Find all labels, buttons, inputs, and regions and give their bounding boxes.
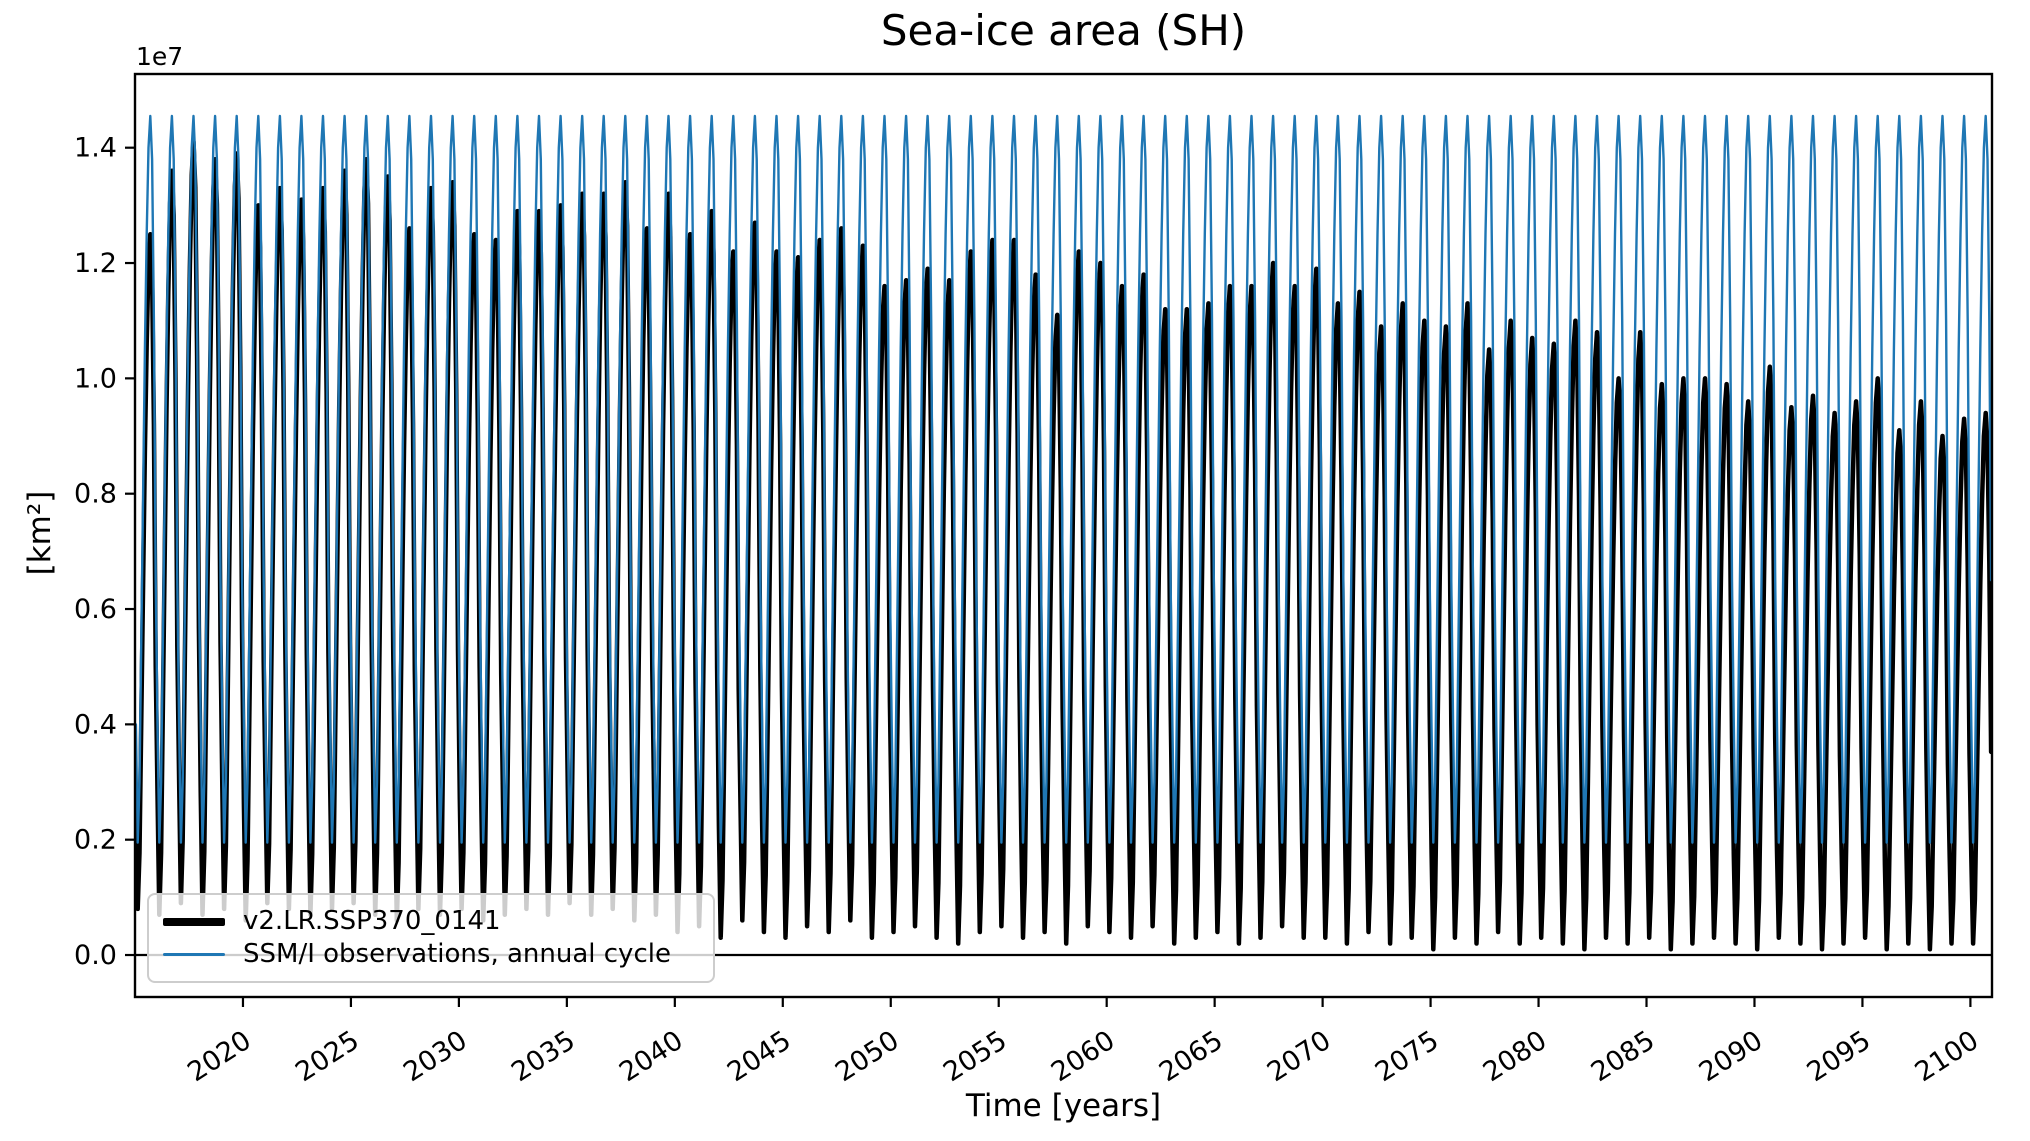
x-tick-label: 2045 [722, 1025, 797, 1088]
legend-entry-observations: SSM/I observations, annual cycle [163, 940, 699, 969]
legend-entry-model: v2.LR.SSP370_0141 [163, 907, 699, 936]
x-tick-label: 2085 [1586, 1025, 1661, 1088]
y-tick-label: 0.8 [74, 479, 117, 510]
x-tick-label: 2090 [1694, 1025, 1769, 1088]
y-axis-offset-text: 1e7 [136, 42, 184, 71]
x-tick-label: 2070 [1262, 1025, 1337, 1088]
x-axis-label: Time [years] [965, 1088, 1162, 1124]
obs-line-sample [163, 953, 225, 956]
y-tick-label: 1.2 [74, 248, 117, 279]
legend-label-model: v2.LR.SSP370_0141 [243, 906, 501, 937]
x-tick-label: 2055 [938, 1025, 1013, 1088]
chart-title: Sea-ice area (SH) [880, 6, 1247, 55]
y-tick-label: 1.0 [74, 363, 117, 394]
legend-label-observations: SSM/I observations, annual cycle [243, 939, 671, 970]
axes-border [133, 72, 1994, 999]
x-tick-label: 2060 [1046, 1025, 1121, 1088]
model-line-sample [163, 917, 225, 926]
x-tick-label: 2020 [182, 1025, 257, 1088]
y-tick-label: 0.2 [74, 825, 117, 856]
x-tick-label: 2035 [506, 1025, 581, 1088]
legend: v2.LR.SSP370_0141 SSM/I observations, an… [147, 893, 715, 983]
x-tick-label: 2065 [1154, 1025, 1229, 1088]
x-tick-label: 2040 [614, 1025, 689, 1088]
x-tick-label: 2095 [1802, 1025, 1877, 1088]
x-tick-label: 2030 [398, 1025, 473, 1088]
x-tick-label: 2100 [1910, 1025, 1985, 1088]
y-tick-label: 0.4 [74, 709, 117, 740]
x-tick-label: 2050 [830, 1025, 905, 1088]
y-tick-label: 1.4 [74, 133, 117, 164]
y-axis-label: [km²] [22, 490, 58, 576]
obs-series-line [135, 114, 1992, 844]
x-tick-label: 2075 [1370, 1025, 1445, 1088]
x-tick-label: 2080 [1478, 1025, 1553, 1088]
y-tick-label: 0.6 [74, 594, 117, 625]
x-tick-label: 2025 [290, 1025, 365, 1088]
y-tick-label: 0.0 [74, 940, 117, 971]
